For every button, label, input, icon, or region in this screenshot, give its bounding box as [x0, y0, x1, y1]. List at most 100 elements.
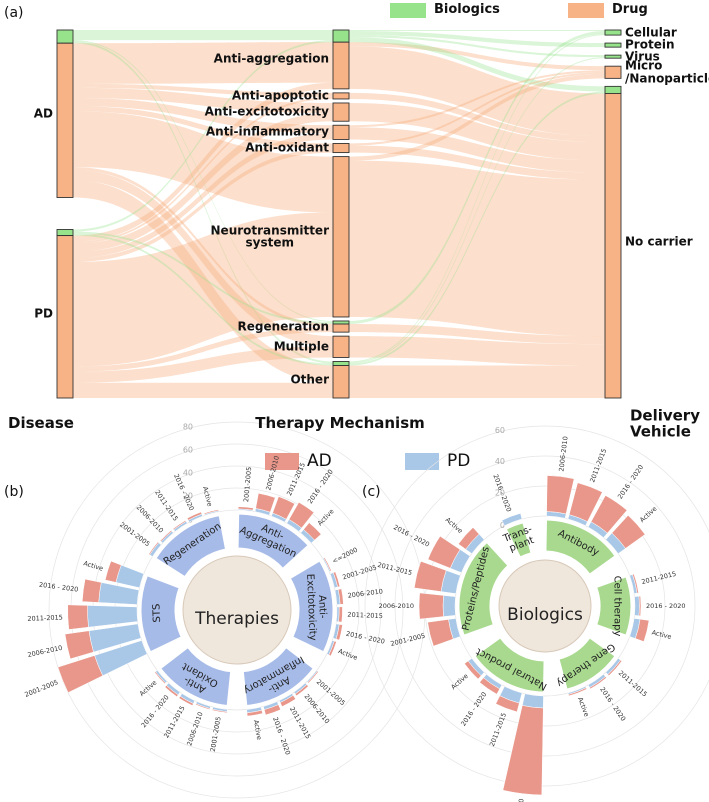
bar: [632, 573, 639, 594]
flow: [73, 83, 333, 97]
group-band: [505, 522, 532, 558]
node-label: Cellular: [625, 25, 677, 40]
flow: [73, 106, 333, 149]
axis-label: Disease: [8, 414, 74, 433]
bar: [568, 687, 588, 697]
group-band: [155, 515, 227, 578]
flow: [349, 66, 605, 126]
center-label: Biologics: [507, 605, 583, 626]
category-label: 2006-2010: [185, 711, 204, 747]
bar: [495, 695, 520, 713]
node-segment: [332, 365, 350, 399]
node-segment: [604, 65, 622, 79]
bar: [294, 684, 309, 697]
group-band: [242, 647, 314, 707]
bar: [568, 482, 603, 522]
bar: [272, 496, 296, 520]
bar: [303, 522, 322, 541]
flow: [349, 70, 605, 128]
r-tick-label: 40: [183, 468, 193, 477]
flow: [73, 40, 333, 232]
flow: [73, 30, 333, 41]
node-segment: [604, 93, 622, 399]
flow: [349, 35, 605, 58]
bar: [634, 595, 640, 617]
bar: [57, 655, 104, 693]
category-label: Active: [576, 696, 591, 718]
node-label: Other: [290, 372, 329, 387]
bar: [81, 578, 102, 603]
bar: [418, 592, 444, 620]
bar: [67, 604, 89, 630]
bar: [337, 588, 344, 605]
bar: [427, 535, 461, 569]
category-label: 2016 - 2020: [598, 686, 627, 723]
group-band: [545, 519, 616, 575]
bar: [546, 475, 575, 515]
flow: [349, 37, 605, 92]
bar: [502, 705, 544, 796]
node-label: Multiple: [273, 339, 329, 354]
category-label: Active: [337, 647, 359, 662]
flow: [73, 180, 333, 383]
flow: [349, 35, 605, 366]
flow: [73, 82, 333, 242]
bar: [195, 703, 211, 710]
bar: [203, 509, 220, 515]
flow: [73, 231, 333, 325]
flow: [349, 324, 605, 345]
category-label: 2001-2005: [390, 632, 426, 648]
bar: [64, 630, 94, 660]
flow: [349, 34, 605, 363]
flow: [73, 327, 333, 372]
category-label: 2016 - 2020: [306, 468, 335, 505]
node-segment: [332, 323, 350, 333]
category-label: 2001-2005: [341, 563, 377, 581]
category-label: 2011-2015: [288, 705, 312, 740]
node-segment: [56, 29, 74, 44]
bar: [178, 695, 194, 706]
flow: [349, 46, 605, 137]
flow: [73, 87, 333, 114]
flow: [349, 145, 605, 180]
node-segment: [604, 54, 622, 59]
node-label: Protein: [625, 37, 675, 52]
group-label: Cell therapy: [610, 575, 622, 637]
r-tick-label: 20: [495, 488, 505, 497]
flow: [73, 133, 333, 258]
category-label: 2011-2015: [488, 712, 508, 748]
category-label: Active: [651, 628, 672, 641]
flow: [73, 167, 333, 328]
flow: [73, 42, 333, 84]
flow: [349, 365, 605, 398]
category-label: 2006-2010: [557, 436, 569, 472]
category-label: 2011-2015: [588, 448, 608, 484]
category-label: 2006-2010: [27, 644, 63, 659]
flow: [349, 72, 605, 146]
r-tick-label: 60: [495, 426, 505, 435]
grid-circle: [364, 425, 709, 787]
category-label: 2001-2005: [118, 521, 151, 549]
node-segment: [332, 320, 350, 325]
category-label: 2016 - 2020: [271, 716, 292, 756]
category-label: 2016 - 2020: [140, 693, 171, 729]
bar: [442, 595, 456, 617]
category-label: 2016 - 2020: [392, 523, 431, 548]
legend-swatch: [405, 453, 439, 470]
bar: [237, 506, 254, 511]
category-label: <=2000: [331, 546, 359, 565]
legend-label: PD: [447, 451, 471, 472]
node-segment: [332, 143, 350, 154]
bar: [159, 530, 173, 542]
category-label: Active: [444, 516, 464, 535]
legend-swatch: [390, 3, 426, 18]
group-band: [596, 576, 632, 636]
node-segment: [332, 102, 350, 122]
bar: [638, 595, 642, 617]
bar: [279, 695, 296, 707]
flow: [349, 57, 605, 364]
legend-swatch: [265, 453, 299, 470]
bar: [589, 676, 607, 690]
bar: [288, 501, 315, 529]
node-label: Anti-inflammatory: [205, 125, 329, 140]
